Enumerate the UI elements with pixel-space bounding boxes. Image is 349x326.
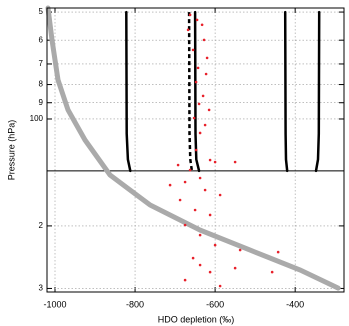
data-point bbox=[183, 223, 187, 227]
data-point bbox=[233, 160, 237, 164]
data-point bbox=[196, 66, 200, 70]
data-point bbox=[188, 168, 192, 172]
data-line bbox=[283, 10, 289, 173]
x-tick-label: -800 bbox=[126, 299, 144, 309]
y-tick-label: 8 bbox=[39, 80, 44, 89]
data-point bbox=[202, 38, 206, 42]
data-point bbox=[197, 102, 201, 106]
data-point bbox=[213, 160, 217, 164]
data-point bbox=[191, 256, 195, 260]
data-point bbox=[201, 94, 205, 98]
data-point bbox=[208, 158, 212, 162]
data-point bbox=[218, 193, 222, 197]
y-tick-label: 7 bbox=[39, 59, 44, 68]
data-point bbox=[191, 48, 195, 52]
data-point bbox=[183, 180, 187, 184]
data-point bbox=[208, 270, 212, 274]
data-line bbox=[45, 5, 341, 291]
data-point bbox=[208, 213, 212, 217]
data-point bbox=[178, 198, 182, 202]
x-axis-label: HDO depletion (‰) bbox=[158, 314, 235, 324]
x-tick-label: -400 bbox=[286, 299, 304, 309]
data-point bbox=[203, 123, 207, 127]
data-point bbox=[176, 163, 180, 167]
data-point bbox=[168, 183, 172, 187]
y-axis-label: Pressure (hPa) bbox=[6, 120, 16, 181]
data-point bbox=[205, 56, 209, 60]
y-tick-label: 9 bbox=[39, 98, 44, 107]
data-point bbox=[194, 80, 198, 84]
y-tick-label: 6 bbox=[39, 35, 44, 44]
data-point bbox=[238, 248, 242, 252]
x-tick-label: -1000 bbox=[43, 299, 66, 309]
y-tick-label: 5 bbox=[39, 7, 44, 16]
data-point bbox=[183, 278, 187, 282]
y-tick-label: 3 bbox=[39, 284, 44, 293]
plot-frame bbox=[46, 7, 345, 293]
data-point bbox=[195, 18, 199, 22]
data-line bbox=[193, 10, 201, 173]
y-tick-label: 2 bbox=[39, 221, 44, 230]
data-point bbox=[204, 72, 208, 76]
data-point bbox=[270, 270, 274, 274]
y-tick-label: 100 bbox=[30, 114, 44, 123]
data-point bbox=[192, 116, 196, 120]
data-point bbox=[276, 250, 280, 254]
data-line bbox=[187, 12, 194, 172]
data-point bbox=[198, 131, 202, 135]
data-point bbox=[198, 233, 202, 237]
data-line bbox=[125, 10, 132, 173]
data-point bbox=[193, 208, 197, 212]
data-line bbox=[314, 10, 321, 173]
x-tick-label: -600 bbox=[206, 299, 224, 309]
data-point bbox=[188, 13, 192, 17]
data-point bbox=[186, 28, 190, 32]
data-point bbox=[203, 188, 207, 192]
data-point bbox=[194, 148, 198, 152]
data-point bbox=[200, 23, 204, 27]
data-point bbox=[213, 243, 217, 247]
data-point bbox=[198, 263, 202, 267]
data-point bbox=[218, 284, 222, 288]
data-point bbox=[198, 176, 202, 180]
data-point bbox=[207, 108, 211, 112]
data-point bbox=[233, 266, 237, 270]
